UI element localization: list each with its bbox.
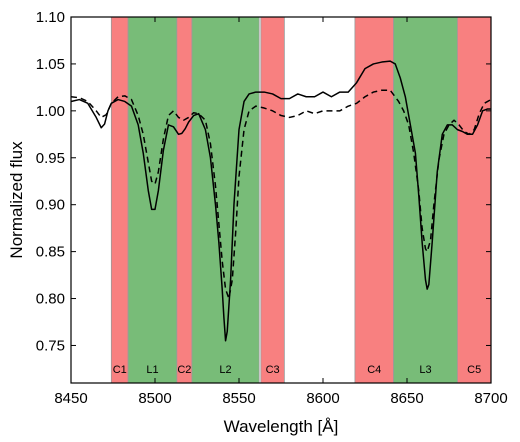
band-label-l1: L1	[146, 364, 158, 376]
y-tick-label: 0.75	[36, 337, 65, 354]
series-layer	[70, 60, 492, 342]
band-c4	[354, 16, 394, 384]
band-label-c1: C1	[113, 364, 127, 376]
y-tick-label: 1.05	[36, 56, 65, 73]
band-label-c4: C4	[367, 364, 381, 376]
tick-layer: 8450 8500 8550 8600 8650 8700 0.75 0.80 0.85 0.90…	[36, 9, 508, 407]
y-tick-label: 0.90	[36, 197, 65, 214]
band-l2	[191, 16, 260, 384]
x-tick-label: 8650	[390, 390, 423, 407]
band-layer	[110, 16, 492, 384]
series-line-solid	[70, 60, 491, 342]
x-tick-label: 8500	[138, 390, 171, 407]
band-label-l2: L2	[219, 364, 231, 376]
x-axis-label: Wavelength [Å]	[224, 417, 339, 436]
x-tick-label: 8700	[474, 390, 507, 407]
band-label-c3: C3	[266, 364, 280, 376]
band-label-l3: L3	[419, 364, 431, 376]
band-c2	[176, 16, 193, 384]
x-tick-label: 8600	[306, 390, 339, 407]
y-axis-label: Normalized flux	[7, 141, 26, 259]
band-label-layer: C1 L1 C2 L2 C3 C4 L3 C5	[113, 364, 482, 376]
y-tick-label: 0.95	[36, 150, 65, 167]
band-c5	[456, 16, 492, 384]
y-tick-label: 0.80	[36, 291, 65, 308]
band-c3	[260, 16, 285, 384]
band-l1	[127, 16, 178, 384]
plot-frame	[70, 16, 492, 384]
x-tick-label: 8450	[54, 390, 87, 407]
y-tick-label: 1.10	[36, 9, 65, 26]
band-l3	[393, 16, 458, 384]
band-label-c2: C2	[177, 364, 191, 376]
band-c1	[110, 16, 129, 384]
y-tick-label: 0.85	[36, 244, 65, 261]
y-tick-label: 1.00	[36, 103, 65, 120]
x-tick-label: 8550	[222, 390, 255, 407]
band-label-c5: C5	[467, 364, 481, 376]
